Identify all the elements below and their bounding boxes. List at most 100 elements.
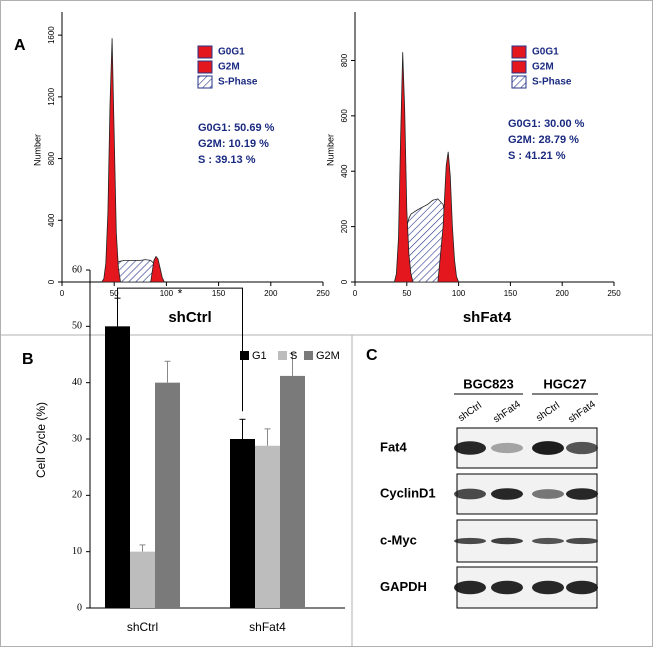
legend-label: S [290,350,297,362]
blot-band [532,489,564,499]
x-tick-label: 100 [160,289,174,298]
x-tick-label: 250 [607,289,621,298]
legend-label: S-Phase [532,77,572,88]
legend-label: G0G1 [532,47,559,58]
legend-swatch [197,75,213,89]
y-tick-label: 20 [72,490,82,501]
y-tick-label: 0 [77,602,82,613]
y-tick-label: 200 [340,219,349,233]
legend-swatch [197,45,213,59]
bar [130,551,155,608]
group-label: BGC823 [463,376,514,391]
blot-band [491,442,523,454]
x-axis-label: shCtrl [168,309,211,326]
panel-letter: A [14,37,26,54]
blot-band [566,488,598,500]
blot-band [454,580,486,595]
panel-letter: B [22,351,34,368]
legend-label: G0G1 [218,47,245,58]
panel-letter: C [366,347,378,364]
x-tick-label: 50 [110,289,119,298]
histogram-area [100,38,121,283]
group-label: HGC27 [543,376,586,391]
legend-swatch [240,351,249,360]
bar [230,439,255,608]
row-label: GAPDH [380,579,427,594]
legend-swatch [278,351,287,360]
bar [255,445,280,608]
x-tick-label: 100 [452,289,466,298]
legend-swatch [511,75,527,89]
stat-text: G2M: 28.79 % [508,134,579,146]
y-tick-label: 0 [47,279,56,284]
x-tick-label: 200 [556,289,570,298]
y-axis-label: Number [325,134,335,166]
y-tick-label: 1600 [47,26,56,44]
x-tick-label: 0 [353,289,358,298]
y-tick-label: 800 [47,151,56,165]
y-tick-label: 10 [72,546,82,557]
stat-text: S : 41.21 % [508,150,566,162]
x-tick-label: 50 [402,289,411,298]
y-tick-label: 400 [340,164,349,178]
legend-label: G1 [252,350,267,362]
y-axis-label: Cell Cycle (%) [34,402,48,478]
x-tick-label: 150 [212,289,226,298]
bar [280,375,305,608]
row-label: CyclinD1 [380,485,436,500]
blot-band [491,537,523,545]
y-tick-label: 50 [72,321,82,332]
histogram-area [393,52,414,283]
y-axis-label: Number [32,134,42,166]
legend-label: G2M [532,62,554,73]
legend-swatch [511,60,527,74]
y-tick-label: 800 [340,53,349,67]
stat-text: G0G1: 30.00 % [508,118,585,130]
blot-band [454,537,486,545]
x-tick-label: 200 [264,289,278,298]
lane-label: shFat4 [491,399,523,426]
bar [105,326,130,608]
blot-band [491,488,523,500]
stat-text: S : 39.13 % [198,154,256,166]
x-tick-label: 150 [504,289,518,298]
bar [155,382,180,608]
blot-band [566,537,598,545]
significance-label: * [178,286,183,300]
stat-text: G0G1: 50.69 % [198,122,275,134]
blot-band [532,441,564,455]
y-tick-label: 40 [72,377,82,388]
histogram-area [150,255,165,283]
blot-band [454,488,486,500]
blot-band [454,441,486,455]
y-tick-label: 0 [340,279,349,284]
lane-label: shCtrl [534,400,562,424]
legend-swatch [197,60,213,74]
lane-label: shFat4 [566,399,598,426]
legend-label: S-Phase [218,77,258,88]
y-tick-label: 600 [340,109,349,123]
y-tick-label: 400 [47,213,56,227]
x-tick-label: shCtrl [127,620,158,634]
x-tick-label: 250 [316,289,330,298]
blot-band [532,537,564,545]
legend-label: G2M [316,350,340,362]
row-label: Fat4 [380,439,408,454]
y-tick-label: 1200 [47,87,56,105]
y-tick-label: 30 [72,433,82,444]
lane-label: shCtrl [456,400,484,424]
legend-label: G2M [218,62,240,73]
stat-text: G2M: 10.19 % [198,138,269,150]
significance-bracket [117,287,243,412]
blot-band [491,580,523,595]
blot-band [532,580,564,595]
x-tick-label: 0 [60,289,65,298]
row-label: c-Myc [380,532,417,547]
x-tick-label: shFat4 [249,620,286,634]
blot-band [566,580,598,595]
legend-swatch [511,45,527,59]
x-axis-label: shFat4 [463,309,512,326]
legend-swatch [304,351,313,360]
